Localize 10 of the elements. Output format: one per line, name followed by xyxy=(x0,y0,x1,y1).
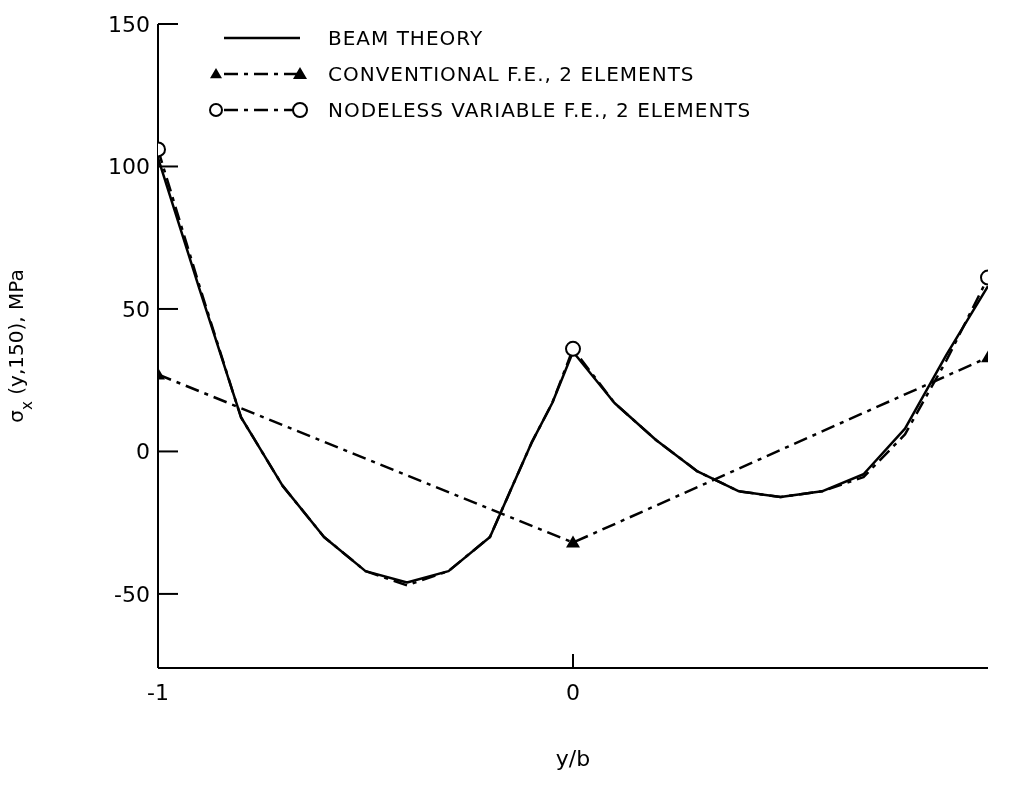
legend-label: CONVENTIONAL F.E., 2 ELEMENTS xyxy=(328,62,695,86)
y-tick-label: 50 xyxy=(122,296,150,322)
y-tick-label: 0 xyxy=(136,439,150,465)
legend-label: BEAM THEORY xyxy=(328,26,484,50)
y-tick-label: 150 xyxy=(108,11,150,37)
x-tick-label: -1 xyxy=(147,679,169,705)
y-tick-label: -50 xyxy=(114,581,150,607)
legend-label: NODELESS VARIABLE F.E., 2 ELEMENTS xyxy=(328,98,752,122)
y-tick-label: 100 xyxy=(108,154,150,180)
x-axis-title: y/b xyxy=(555,746,591,771)
